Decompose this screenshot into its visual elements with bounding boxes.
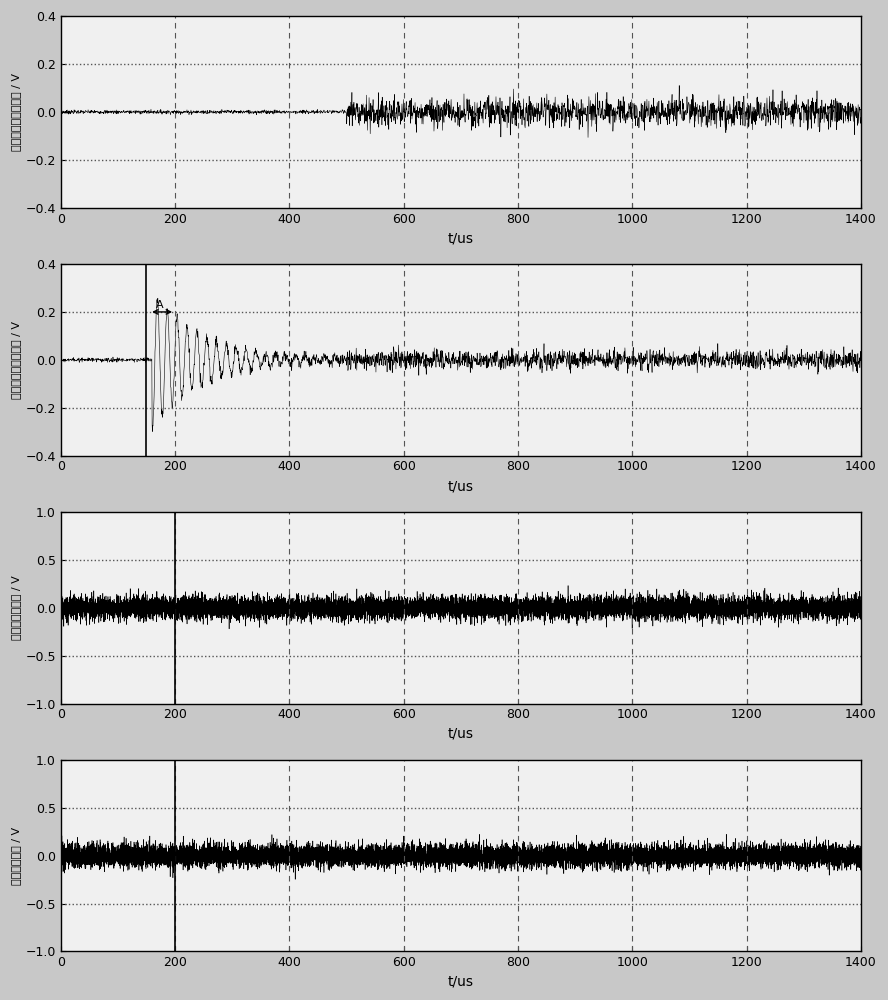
X-axis label: t/us: t/us	[448, 479, 474, 493]
Y-axis label: 第二超声波传感器号 / V: 第二超声波传感器号 / V	[12, 321, 21, 399]
X-axis label: t/us: t/us	[448, 975, 474, 989]
X-axis label: t/us: t/us	[448, 231, 474, 245]
Text: A: A	[155, 300, 163, 310]
X-axis label: t/us: t/us	[448, 727, 474, 741]
Y-axis label: 滤波后传感器号 / V: 滤波后传感器号 / V	[12, 575, 21, 640]
Y-axis label: 电容传感器号 / V: 电容传感器号 / V	[12, 827, 21, 885]
Y-axis label: 第一超声波传感器号 / V: 第一超声波传感器号 / V	[12, 73, 21, 151]
